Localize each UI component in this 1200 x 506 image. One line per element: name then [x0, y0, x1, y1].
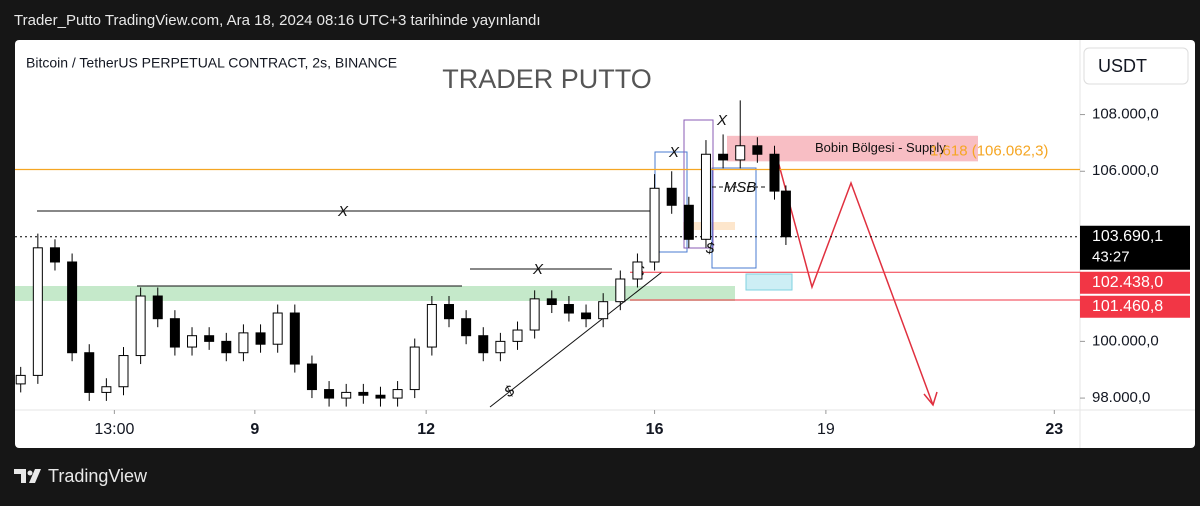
candle-body [735, 145, 746, 161]
logo [14, 469, 41, 483]
y-tick-label: 98.000,0 [1092, 389, 1150, 406]
x-tick-label: 19 [817, 421, 835, 438]
x-tick-label: 16 [646, 421, 664, 438]
trend-line [489, 271, 663, 408]
footer: TradingView [14, 466, 148, 486]
candle-body [341, 391, 352, 399]
supply-zone [727, 135, 978, 162]
symbol-title: Bitcoin / TetherUS PERPETUAL CONTRACT, 2… [26, 55, 397, 71]
candle-body [375, 394, 386, 399]
candle-body [187, 335, 198, 348]
candle-body [221, 340, 232, 354]
currency-button[interactable] [1083, 47, 1189, 85]
candle-body [598, 301, 609, 320]
candle-body [752, 145, 763, 155]
candle-body [649, 187, 660, 263]
plot-layer: X X X X MSB $ $ $ Bobin Bölgesi - Supply… [15, 100, 1080, 408]
candle-body [409, 346, 420, 391]
candle-body [443, 304, 454, 320]
candle-body [67, 261, 78, 354]
candle-body [272, 312, 283, 345]
candle-body [392, 389, 403, 399]
candle-body [358, 391, 369, 396]
price-label-box [1080, 271, 1190, 294]
supply-zone-label: Bobin Bölgesi - Supply [815, 140, 946, 155]
annotation: MSB [724, 179, 757, 196]
candle-body [238, 332, 249, 354]
x-tick-label: 13:00 [94, 421, 134, 438]
candle-body [615, 278, 626, 303]
logo-dot [27, 470, 33, 476]
demand-zone [15, 286, 735, 301]
candle-body [512, 329, 523, 342]
candle-body [135, 295, 146, 357]
candle-body [426, 304, 437, 348]
fib-label: 1,618 (106.062,3) [930, 142, 1048, 159]
range-box [683, 119, 714, 249]
countdown: 43:27 [1092, 249, 1130, 266]
candle-body [101, 386, 112, 393]
candle-body [529, 298, 540, 331]
price-label-box [1080, 225, 1190, 270]
projection-path [774, 149, 934, 406]
price-label: 101.460,8 [1092, 298, 1163, 315]
price-label-box [1080, 295, 1190, 318]
candle-body [769, 153, 780, 192]
projection-arrow [923, 391, 938, 407]
price-label: 103.690,1 [1092, 228, 1163, 245]
y-tick-label: 106.000,0 [1092, 162, 1159, 179]
candle-body [718, 153, 729, 161]
candle-body [700, 153, 711, 240]
candle-body [169, 318, 180, 348]
price-label: 102.438,0 [1092, 274, 1163, 291]
candle-body [546, 298, 557, 306]
x-tick-label: 9 [250, 421, 259, 438]
candle-body [324, 389, 335, 399]
candle-body [289, 312, 300, 365]
candle-body [780, 190, 791, 238]
candle-body [15, 374, 26, 385]
candle-body [478, 335, 489, 354]
annotation: X [716, 112, 728, 129]
watermark: TRADER PUTTO [442, 64, 652, 94]
candle-body [152, 295, 163, 320]
fvg-box [745, 273, 793, 291]
candle-body [495, 340, 506, 354]
candle-body [461, 318, 472, 337]
candle-body [84, 352, 95, 393]
candle-body [632, 261, 643, 280]
header: Trader_Putto TradingView.com, Ara 18, 20… [14, 12, 541, 29]
y-tick-label: 108.000,0 [1092, 106, 1159, 123]
candle-body [563, 304, 574, 314]
candle-body [32, 247, 43, 376]
annotation: X [668, 144, 680, 161]
candle-body [49, 247, 60, 263]
range-box [711, 167, 757, 269]
candle-body [255, 332, 266, 345]
candle-body [204, 335, 215, 342]
currency: USDT [1098, 56, 1147, 76]
candle-body [666, 187, 677, 206]
x-tick-label: 23 [1045, 421, 1063, 438]
annotation: X [337, 203, 349, 220]
y-tick-label: 100.000,0 [1092, 332, 1159, 349]
candle-body [581, 312, 592, 320]
x-tick-label: 12 [417, 421, 435, 438]
candle-body [306, 363, 317, 391]
footer-brand: TradingView [48, 466, 148, 486]
annotation: X [532, 261, 544, 278]
chart-panel [15, 40, 1195, 448]
candle-body [683, 204, 694, 240]
candle-body [118, 355, 129, 388]
annotation: $ [705, 240, 715, 257]
